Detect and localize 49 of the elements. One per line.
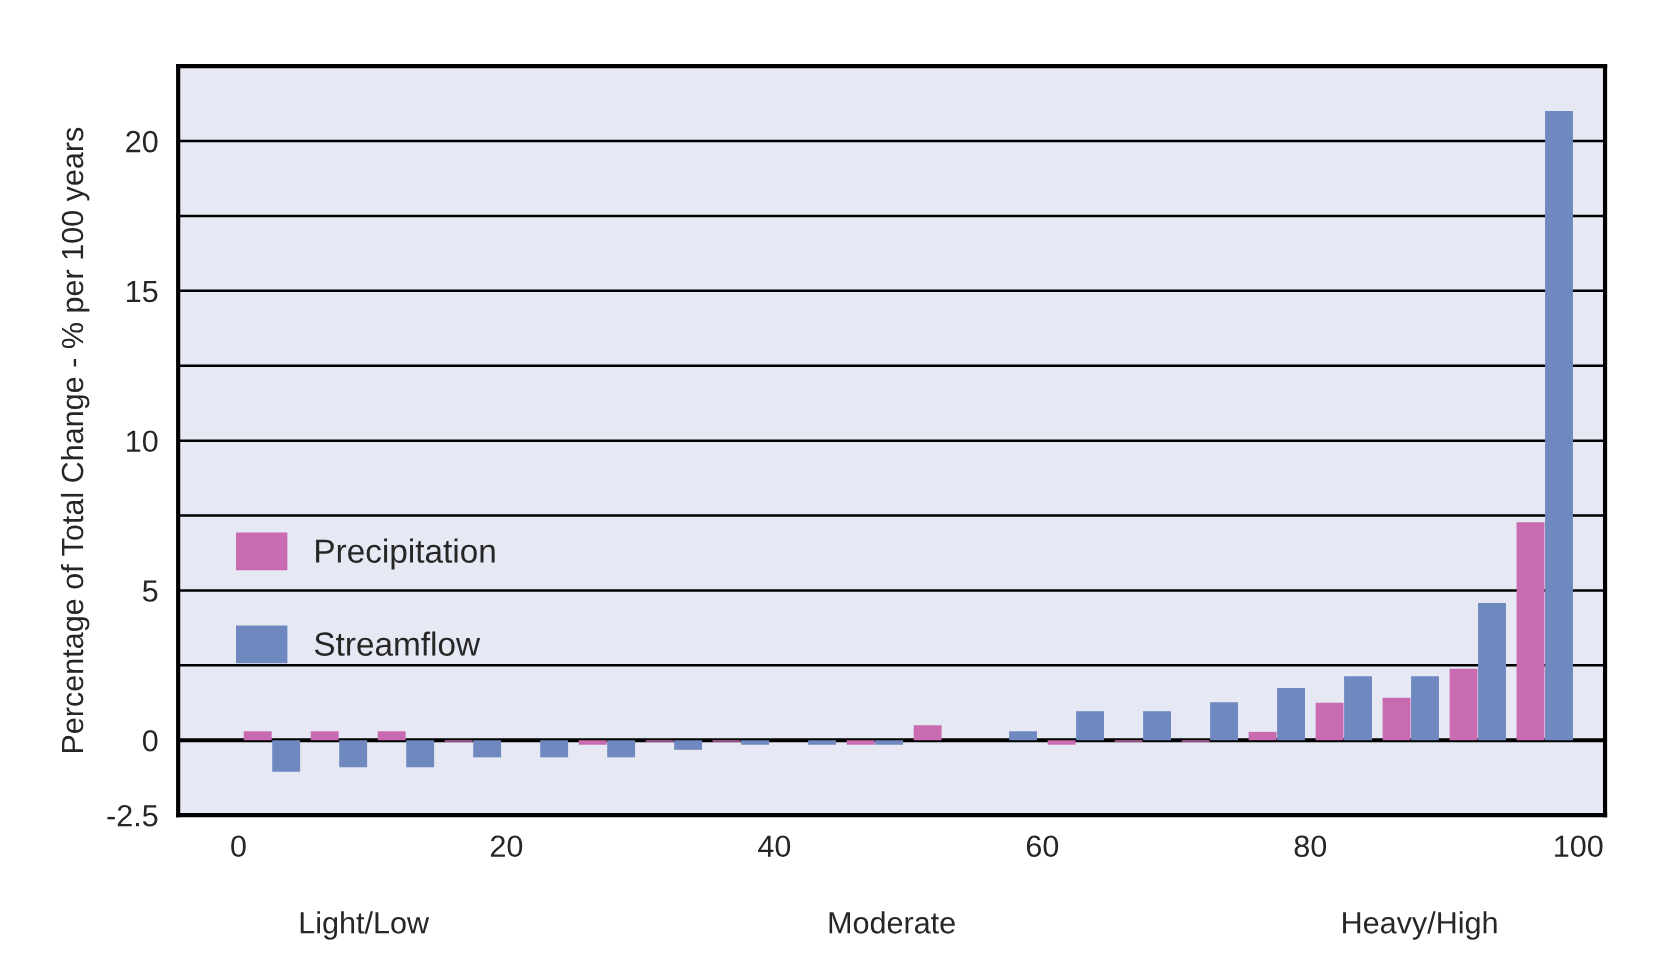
- bar: [1047, 740, 1076, 745]
- bar: [607, 740, 636, 758]
- y-tick-label: 5: [142, 580, 158, 602]
- bar: [1382, 697, 1411, 741]
- y-tick-label: 10: [127, 430, 158, 453]
- bar: [406, 740, 435, 768]
- bar: [1009, 731, 1038, 741]
- text: Heavy/High: [1343, 911, 1497, 940]
- bar: [339, 740, 368, 768]
- legend-label: Streamflow: [314, 631, 481, 656]
- legend-label: Precipitation: [316, 538, 495, 570]
- text: Light/Low: [300, 911, 430, 940]
- y-tick-label: 15: [127, 280, 158, 303]
- x-tick-label: 0: [231, 835, 246, 858]
- bar: [1545, 111, 1573, 741]
- bar: [1344, 676, 1372, 741]
- bar: [1143, 711, 1172, 741]
- bar: [1516, 522, 1545, 741]
- bar: [1076, 711, 1105, 741]
- bar: [540, 740, 569, 758]
- bar: [674, 740, 703, 750]
- x-tick-label: 20: [490, 835, 523, 858]
- bar: [473, 740, 502, 758]
- bar: [875, 740, 904, 745]
- x-tick-label: 40: [758, 835, 791, 858]
- x-tick-label: 60: [1026, 835, 1059, 858]
- x-tick-label: 80: [1294, 835, 1327, 858]
- bar: [846, 740, 875, 745]
- x-tick-label: 100: [1555, 835, 1603, 858]
- y-axis-title: Percentage of Total Change - % per 100 years: [60, 127, 90, 753]
- bar: [913, 725, 942, 741]
- bar: [377, 731, 406, 741]
- y-tick-label: 0: [142, 729, 158, 752]
- bar: [272, 740, 301, 772]
- bar: [1315, 702, 1344, 741]
- bar: [310, 731, 339, 741]
- bar: [1478, 603, 1506, 741]
- bar: [1248, 731, 1277, 741]
- bar: [741, 740, 770, 745]
- bar: [1210, 702, 1238, 741]
- bar: [1449, 668, 1478, 741]
- bar: [578, 740, 607, 745]
- text: Moderate: [829, 911, 955, 934]
- bar: [808, 740, 837, 745]
- bar: [1277, 688, 1305, 741]
- bar: [243, 731, 272, 741]
- y-tick-label: -2.5: [107, 804, 158, 827]
- y-tick-label: 20: [126, 130, 158, 153]
- bar: [1411, 676, 1439, 741]
